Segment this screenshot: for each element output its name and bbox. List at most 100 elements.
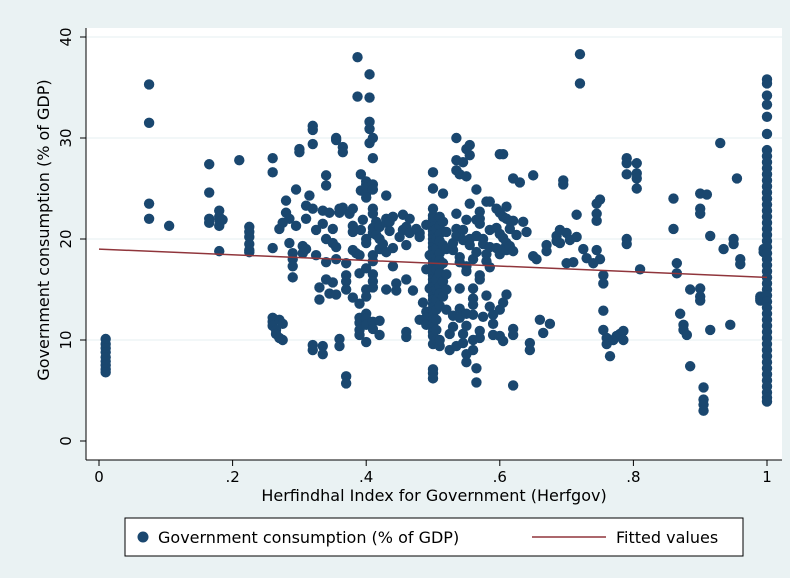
y-axis-title: Government consumption (% of GDP) (34, 79, 53, 380)
scatter-point (143, 198, 155, 209)
scatter-point (355, 224, 367, 236)
scatter-point (327, 277, 338, 288)
scatter-point (668, 223, 679, 235)
scatter-point (631, 173, 642, 184)
scatter-point (461, 266, 472, 277)
scatter-point (317, 218, 328, 230)
scatter-point (524, 344, 536, 356)
scatter-point (511, 229, 522, 241)
scatter-point (528, 170, 539, 181)
scatter-point (434, 334, 445, 346)
scatter-point (347, 220, 359, 232)
scatter-point (317, 348, 328, 360)
scatter-point (718, 243, 729, 255)
scatter-point (361, 237, 372, 249)
scatter-point (387, 211, 399, 222)
scatter-point (514, 177, 526, 188)
scatter-point (407, 285, 419, 296)
scatter-point (324, 207, 335, 218)
scatter-point (352, 52, 363, 63)
x-tick-label: .4 (359, 468, 373, 486)
scatter-point (618, 325, 629, 337)
scatter-point (357, 214, 369, 226)
scatter-point (521, 226, 532, 238)
scatter-point (598, 305, 609, 316)
scatter-point (354, 298, 365, 309)
scatter-point (594, 254, 606, 265)
fitted-line-group (98, 248, 768, 279)
scatter-point (437, 216, 449, 228)
scatter-point (427, 167, 439, 178)
scatter-point (598, 270, 609, 281)
scatter-point (761, 396, 773, 407)
scatter-point (568, 257, 579, 268)
scatter-point (674, 308, 686, 319)
scatter-point (598, 324, 609, 336)
scatter-point (377, 238, 389, 250)
scatter-point (277, 318, 288, 330)
scatter-point (340, 276, 352, 287)
scatter-point (735, 259, 746, 270)
scatter-point (234, 155, 245, 166)
scatter-point (461, 357, 472, 368)
scatter-point (267, 153, 278, 164)
scatter-point (464, 149, 475, 161)
scatter-point (304, 190, 315, 201)
scatter-point (484, 196, 495, 207)
scatter-point (355, 169, 367, 180)
scatter-point (484, 262, 495, 273)
scatter-point (307, 120, 318, 132)
scatter-point (578, 243, 589, 255)
legend-marker-scatter (137, 531, 149, 543)
scatter-point (441, 284, 452, 295)
axes: 0 10 20 30 40 0 .2 .4 .6 .8 1 (57, 27, 782, 486)
scatter-point (143, 79, 155, 90)
scatter-point (391, 285, 402, 296)
scatter-point (290, 220, 302, 232)
scatter-point (317, 340, 328, 352)
scatter-point (143, 213, 155, 224)
scatter-point (604, 350, 616, 362)
x-tick-label: 0 (94, 468, 104, 486)
scatter-point (367, 153, 379, 164)
scatter-point (347, 203, 359, 214)
scatter-point (464, 139, 475, 151)
scatter-point (204, 217, 215, 229)
scatter-point (387, 261, 399, 272)
scatter-point (634, 264, 646, 275)
scatter-point (437, 188, 449, 199)
scatter-point (320, 180, 332, 191)
scatter-points (100, 48, 773, 416)
scatter-point (364, 92, 375, 103)
scatter-point (290, 184, 302, 195)
scatter-point (487, 318, 499, 330)
scatter-point (457, 224, 469, 236)
scatter-point (695, 208, 706, 219)
scatter-point (467, 283, 479, 294)
scatter-point (457, 337, 469, 349)
scatter-point (300, 213, 312, 224)
scatter-point (471, 377, 482, 388)
scatter-point (361, 291, 372, 302)
scatter-point (684, 361, 696, 372)
y-tick-label: 30 (57, 128, 75, 147)
scatter-point (457, 157, 469, 168)
scatter-point (761, 111, 773, 122)
scatter-point (277, 334, 288, 346)
scatter-point (621, 169, 632, 180)
scatter-point (352, 91, 363, 102)
x-axis-title: Herfindhal Index for Government (Herfgov… (261, 486, 606, 505)
scatter-point (618, 334, 629, 346)
scatter-point (451, 208, 462, 219)
scatter-point (454, 283, 465, 294)
scatter-point (457, 328, 469, 340)
scatter-point (310, 224, 322, 236)
scatter-point (381, 190, 392, 201)
legend-box (124, 517, 744, 557)
scatter-point (427, 183, 439, 194)
scatter-point (477, 311, 489, 322)
fitted-line (98, 248, 768, 279)
scatter-point (598, 278, 609, 289)
scatter-point (431, 314, 442, 325)
